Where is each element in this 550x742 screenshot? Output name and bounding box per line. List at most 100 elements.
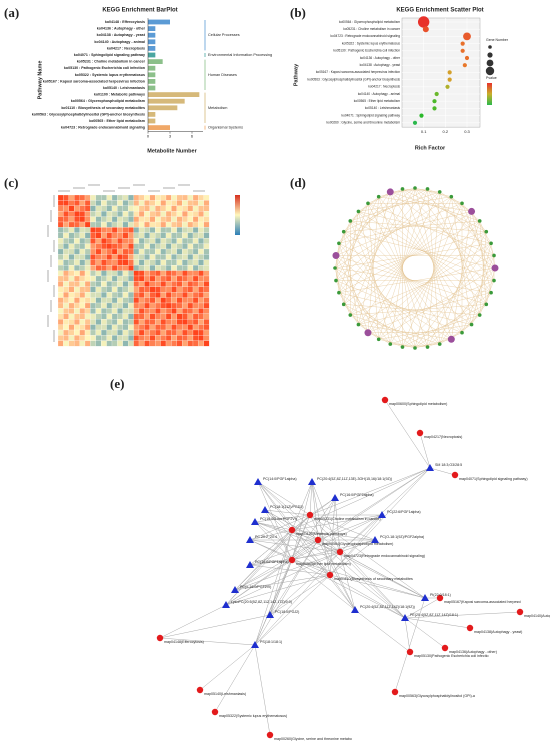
panel-label: (a): [4, 5, 19, 20]
heatmap-cell: [144, 265, 150, 271]
metabolite-label: PI(22:0/18:1): [430, 593, 451, 597]
heatmap-cell: [198, 313, 204, 320]
bar: [148, 72, 156, 78]
network-edge: [378, 196, 472, 212]
network-node: [356, 322, 361, 327]
pathway-label: map04136(Autophagy - other): [449, 650, 497, 654]
heatmap-cell: [138, 302, 145, 309]
bar: [148, 79, 156, 84]
network-edge: [402, 188, 463, 333]
pathway-node: [441, 644, 449, 652]
heatmap-cell: [203, 319, 210, 325]
heatmap-cell: [79, 248, 86, 255]
heatmap-cell: [79, 216, 86, 223]
heatmap-cell: [122, 281, 129, 287]
heatmap-cell: [160, 232, 167, 239]
heatmap-cell: [144, 340, 150, 347]
heatmap-cell: [90, 335, 96, 341]
heatmap-cell: [117, 302, 123, 309]
heatmap-cell: [176, 313, 183, 320]
heatmap-cell: [171, 340, 177, 347]
heatmap-cell: [133, 340, 140, 347]
heatmap-cell: [117, 313, 123, 320]
heatmap-cell: [57, 216, 64, 223]
heatmap-cell: [117, 254, 123, 260]
heatmap-cell: [171, 254, 177, 260]
network-edge: [384, 399, 431, 469]
y-axis-label: Pathway: [293, 63, 299, 86]
heatmap-cell: [79, 200, 86, 206]
heatmap-cell: [182, 248, 188, 255]
heatmap-cell: [111, 297, 118, 304]
heatmap-cell: [84, 211, 91, 217]
heatmap-cell: [63, 221, 69, 228]
network-edge: [404, 617, 446, 649]
heatmap-cell: [144, 232, 150, 239]
heatmap-cell: [122, 324, 129, 331]
heatmap-cell: [111, 259, 118, 266]
heatmap-cell: [111, 254, 118, 260]
heatmap-cell: [79, 340, 86, 347]
heatmap-cell: [101, 205, 107, 212]
heatmap-cell: [68, 194, 75, 201]
network-edge: [291, 497, 336, 561]
heatmap-cell: [176, 200, 183, 206]
network-edge: [404, 617, 471, 629]
heatmap-cell: [106, 313, 113, 320]
heatmap-cell: [101, 302, 107, 309]
heatmap-cell: [122, 254, 129, 260]
heatmap-cell: [117, 340, 123, 347]
heatmap-cell: [68, 281, 75, 287]
heatmap-cell: [128, 286, 134, 293]
heatmap-cell: [128, 292, 134, 298]
heatmap-cell: [155, 211, 161, 217]
network-edge: [427, 188, 487, 305]
metabolite-node: [231, 586, 239, 593]
heatmap-cell: [192, 286, 199, 293]
heatmap-cell: [160, 216, 167, 223]
heatmap-cell: [111, 232, 118, 239]
heatmap-cell: [57, 259, 64, 266]
heatmap-cell: [192, 319, 199, 325]
network-edge: [350, 304, 487, 316]
heatmap-cell: [160, 205, 167, 212]
heatmap-cell: [138, 286, 145, 293]
heatmap-cell: [101, 211, 107, 217]
network-edge: [309, 467, 431, 516]
heatmap-cell: [111, 324, 118, 331]
network-edge: [404, 611, 521, 619]
heatmap-cell: [84, 275, 91, 282]
heatmap-cell: [176, 340, 183, 347]
pathway-node: [416, 429, 424, 437]
heatmap-cell: [144, 221, 150, 228]
heatmap-cell: [171, 259, 177, 266]
heatmap-cell: [192, 238, 199, 244]
heatmap-cell: [187, 270, 194, 277]
heatmap-cell: [176, 335, 183, 341]
heatmap-cell: [165, 211, 172, 217]
heatmap-cell: [165, 340, 172, 347]
heatmap-cell: [133, 211, 140, 217]
heatmap-cell: [84, 254, 91, 260]
point: [412, 120, 418, 125]
bar: [148, 98, 185, 104]
heatmap-cell: [171, 286, 177, 293]
group-label: Environmental Information Processing: [208, 53, 272, 57]
heatmap-cell: [95, 270, 102, 277]
network-edge: [358, 211, 492, 293]
group-label: Metabolism: [208, 106, 227, 110]
heatmap-cell: [90, 243, 96, 250]
y-tick-label: ko04136 : Autophagy - other: [97, 27, 146, 31]
heatmap-cell: [144, 259, 150, 266]
heatmap-cell: [198, 340, 204, 347]
heatmap-cell: [57, 286, 64, 293]
heatmap-cell: [160, 281, 167, 287]
network-node: [364, 329, 372, 337]
heatmap-cell: [160, 329, 167, 336]
heatmap-cell: [68, 313, 75, 320]
heatmap-cell: [192, 340, 199, 347]
heatmap-cell: [187, 335, 194, 341]
network-edge: [291, 529, 376, 541]
network-edge: [317, 539, 406, 619]
heatmap-cell: [198, 205, 204, 212]
